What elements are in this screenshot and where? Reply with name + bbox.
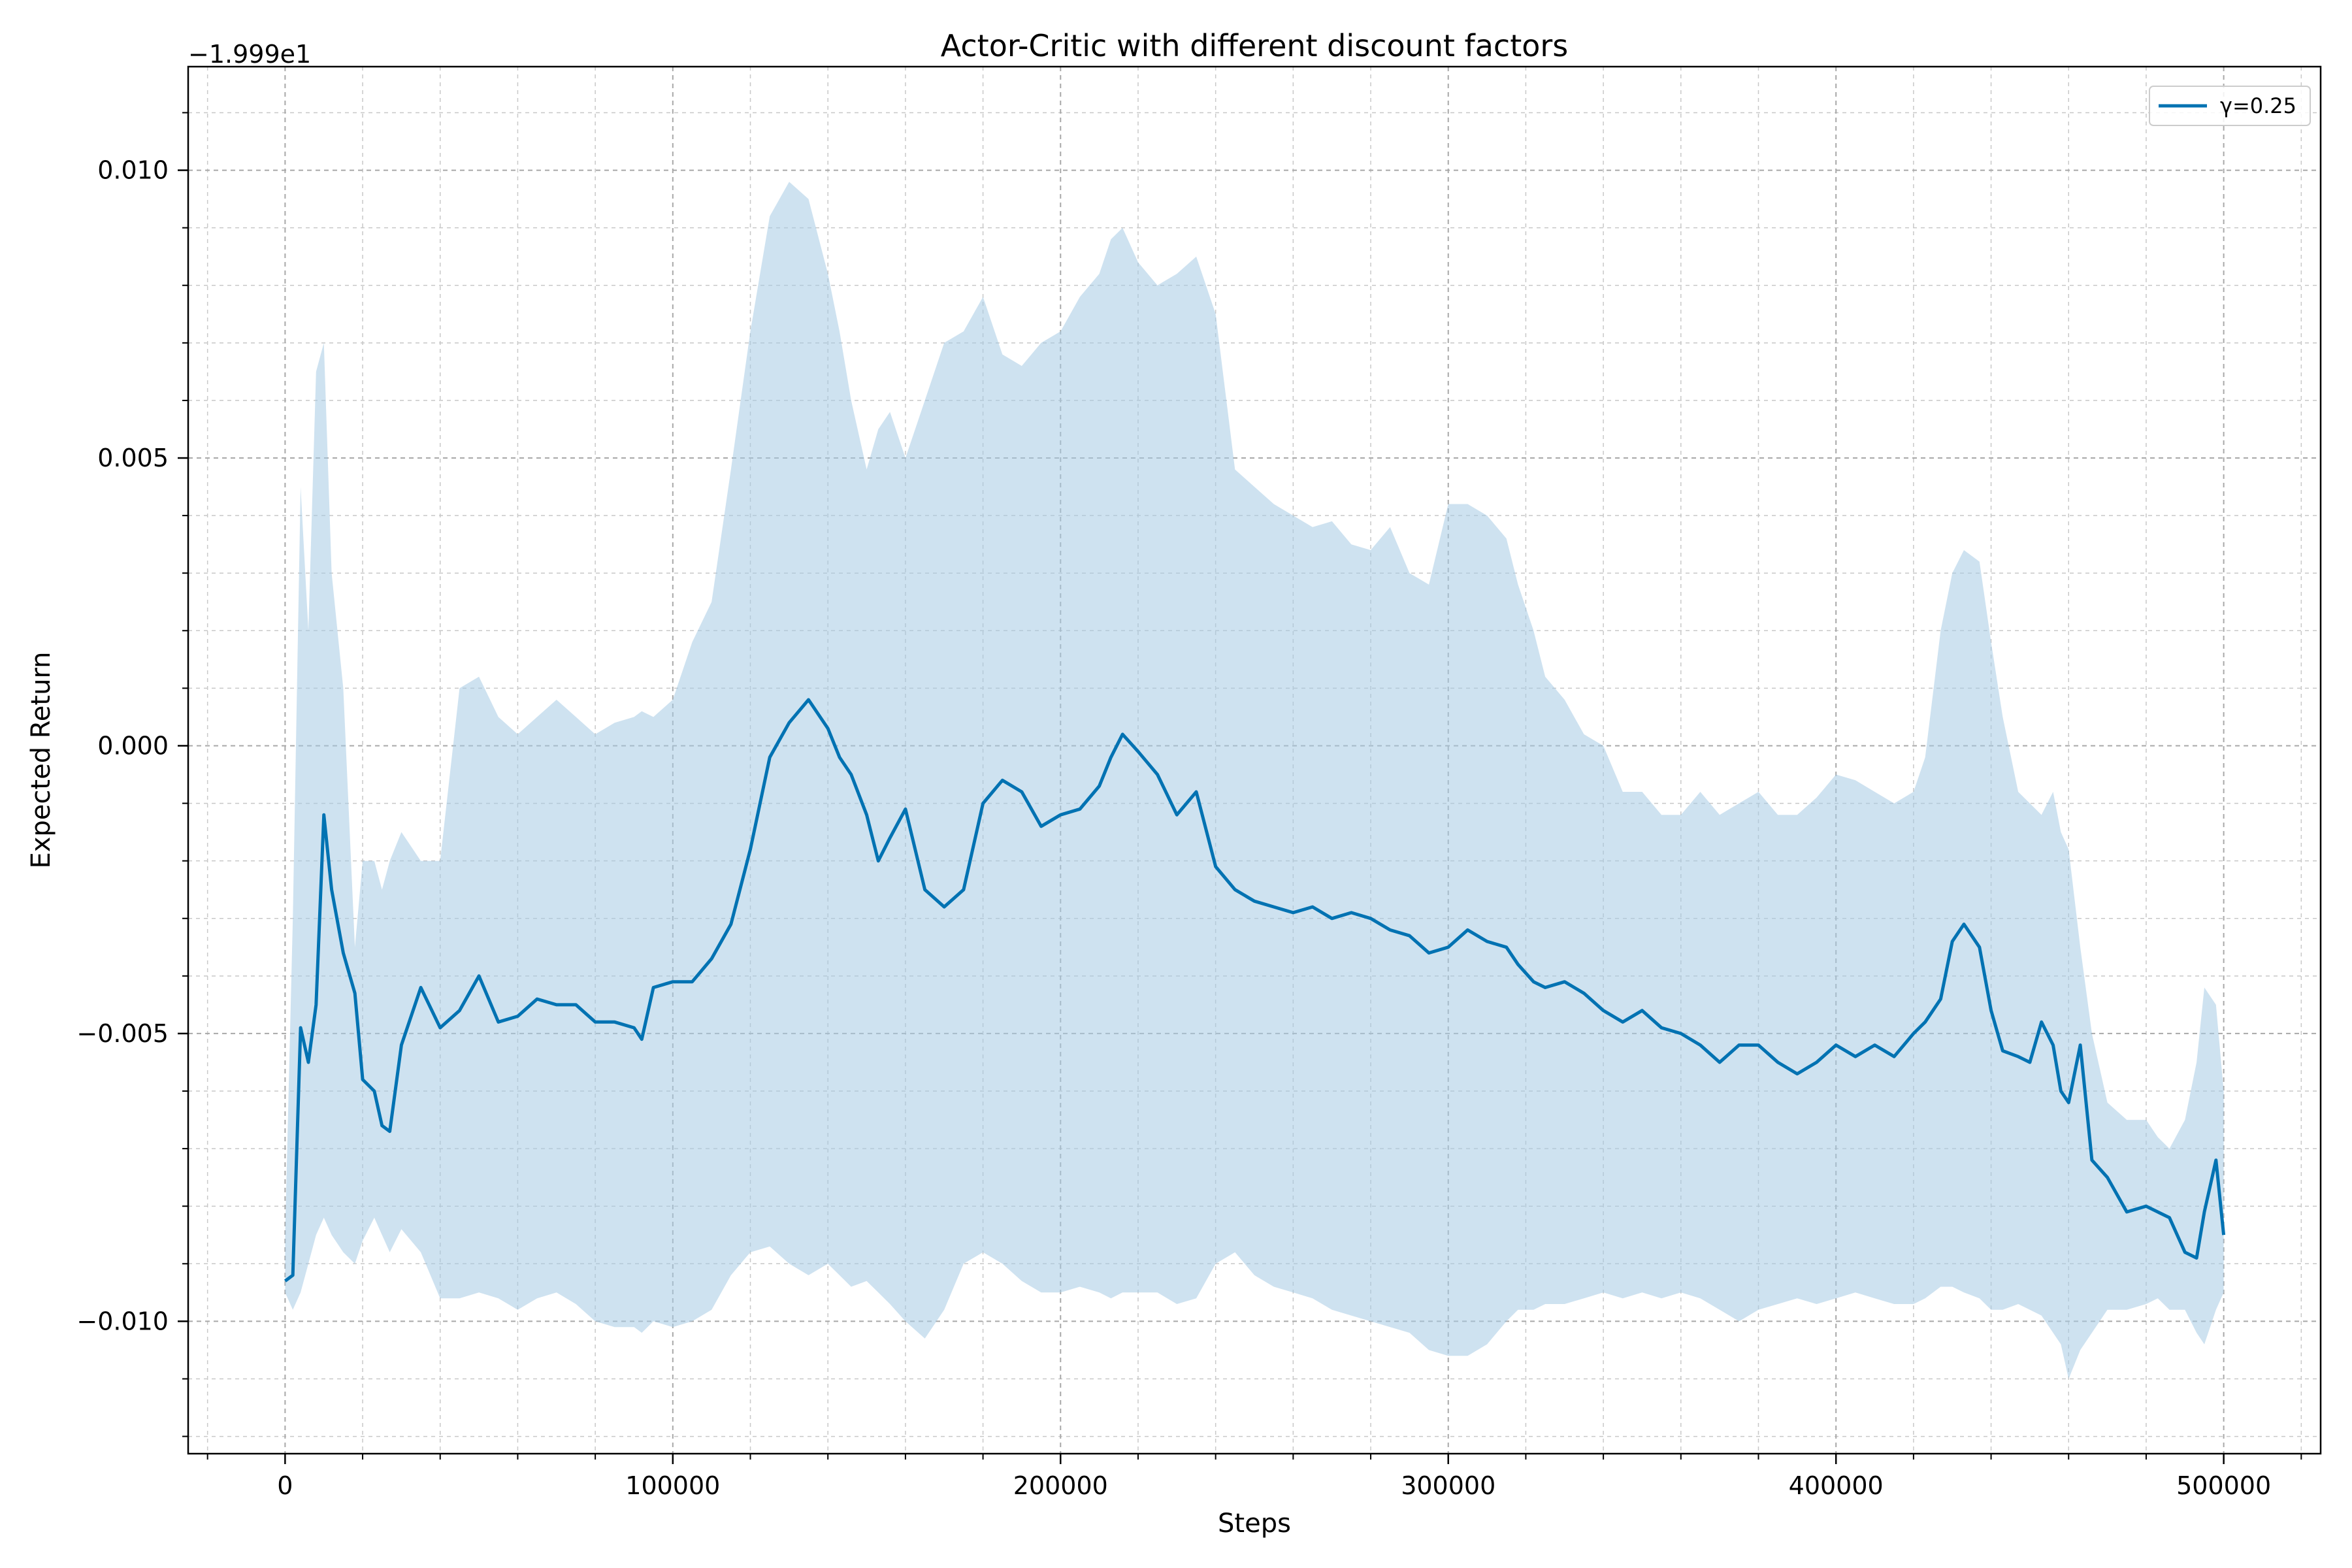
legend-entry-label: γ=0.25 xyxy=(2220,93,2296,118)
y-tick-label: 0.010 xyxy=(97,156,169,185)
series-layer xyxy=(284,182,2226,1379)
x-tick-label: 400000 xyxy=(1789,1471,1884,1500)
x-tick-label: 0 xyxy=(277,1471,293,1500)
y-tick-label: −0.005 xyxy=(76,1019,169,1048)
x-tick-label: 100000 xyxy=(625,1471,720,1500)
legend-box xyxy=(2149,86,2311,126)
chart-title: Actor-Critic with different discount fac… xyxy=(941,28,1569,63)
x-axis-label: Steps xyxy=(1218,1509,1291,1539)
y-axis-ticks: −0.010 −0.005 0.000 0.005 0.010 xyxy=(76,112,188,1437)
x-tick-label: 500000 xyxy=(2176,1471,2271,1500)
series-line-0 xyxy=(284,698,2226,1282)
y-tick-label: −0.010 xyxy=(76,1307,169,1335)
y-axis-offset-label: −1.999e1 xyxy=(188,40,311,69)
x-axis-ticks: 0 100000 200000 300000 400000 500000 xyxy=(206,1454,2302,1500)
x-tick-label: 200000 xyxy=(1013,1471,1108,1500)
plot-area xyxy=(187,65,2322,1455)
x-tick-label: 300000 xyxy=(1401,1471,1495,1500)
y-tick-label: 0.000 xyxy=(97,731,169,760)
axes-frame xyxy=(187,65,2322,1455)
y-tick-label: 0.005 xyxy=(97,444,169,472)
confidence-band-0 xyxy=(285,182,2224,1379)
legend: γ=0.25 xyxy=(2149,86,2311,126)
y-axis-label: Expected Return xyxy=(26,651,56,868)
